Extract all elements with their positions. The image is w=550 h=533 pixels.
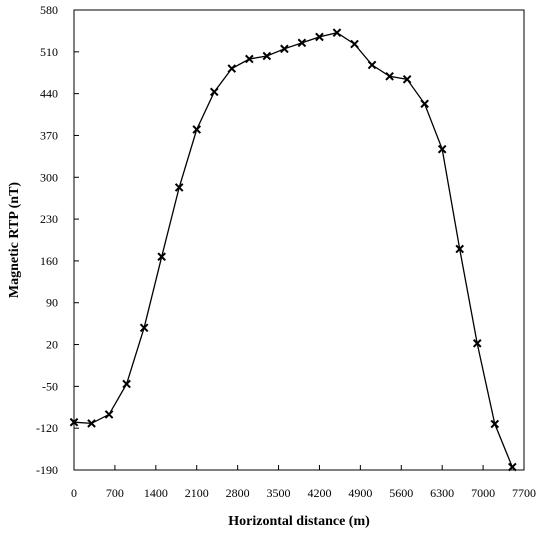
- data-point: [174, 183, 184, 192]
- data-point: [297, 38, 307, 48]
- y-tick-label: -120: [36, 421, 58, 435]
- data-point: [508, 462, 517, 472]
- x-tick-label: 4900: [348, 486, 372, 500]
- x-tick-label: 7700: [512, 486, 536, 500]
- x-tick-label: 0: [71, 486, 77, 500]
- data-point: [350, 39, 359, 49]
- data-point: [490, 419, 500, 429]
- data-point: [472, 339, 482, 348]
- y-tick-label: 370: [40, 128, 58, 142]
- data-point: [139, 323, 149, 333]
- y-tick-label: 160: [40, 254, 58, 268]
- x-tick-label: 4200: [307, 486, 331, 500]
- y-tick-label: 300: [40, 170, 58, 184]
- y-axis: -190 -120 -50 20 90 160 230 300 370 440 510 580: [36, 3, 79, 477]
- x-tick-label: 6300: [430, 486, 454, 500]
- x-axis-title: Horizontal distance (m): [228, 514, 370, 529]
- y-tick-label: -50: [42, 379, 58, 393]
- data-point: [227, 64, 237, 73]
- series-line: [73, 32, 513, 468]
- data-point: [192, 125, 202, 134]
- data-point: [262, 51, 272, 61]
- x-tick-label: 2800: [226, 486, 250, 500]
- data-point: [122, 379, 131, 389]
- data-point: [315, 32, 324, 42]
- data-point: [402, 74, 412, 84]
- data-point: [245, 54, 254, 64]
- x-tick-label: 5600: [389, 486, 413, 500]
- x-tick-label: 1400: [144, 486, 168, 500]
- data-point: [367, 60, 377, 70]
- y-tick-label: 230: [40, 212, 58, 226]
- data-point: [385, 72, 394, 81]
- y-tick-label: 20: [46, 338, 58, 352]
- x-tick-label: 2100: [185, 486, 209, 500]
- y-tick-label: 440: [40, 87, 58, 101]
- data-point: [332, 28, 342, 38]
- y-tick-label: 90: [46, 296, 58, 310]
- plot-area: [73, 9, 525, 471]
- data-point: [87, 419, 96, 428]
- data-point: [420, 99, 429, 109]
- data-point: [209, 87, 219, 97]
- data-point: [280, 44, 289, 54]
- y-tick-label: 510: [40, 45, 58, 59]
- x-axis: 0 700 1400 2100 2800 3500 4200 4900 5600 6300 7000…: [71, 465, 536, 500]
- x-tick-label: 7000: [471, 486, 495, 500]
- plot-border: [73, 9, 525, 471]
- x-tick-label: 3500: [267, 486, 291, 500]
- y-tick-label: 580: [40, 3, 58, 17]
- data-point: [69, 417, 79, 427]
- x-tick-label: 700: [106, 486, 124, 500]
- y-axis-title: Magnetic RTP (nT): [7, 182, 22, 299]
- data-point: [157, 252, 166, 262]
- data-point: [455, 244, 465, 254]
- data-point: [104, 410, 114, 419]
- series-layer: [69, 28, 517, 472]
- y-tick-label: -190: [36, 463, 58, 477]
- data-point: [437, 144, 447, 154]
